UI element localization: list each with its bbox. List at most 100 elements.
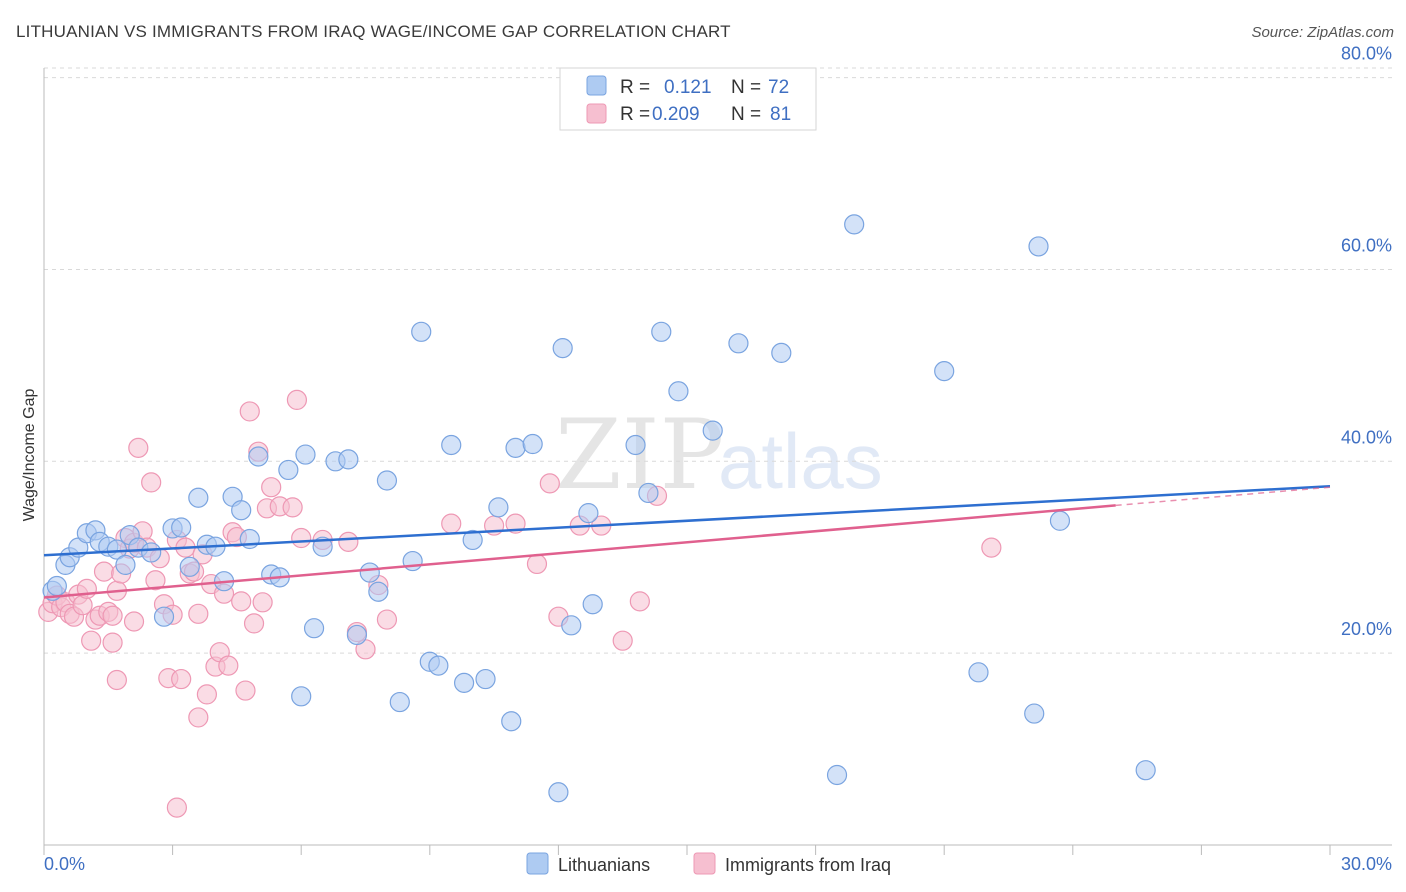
data-point <box>441 434 462 456</box>
data-point <box>505 513 526 534</box>
data-point <box>1028 236 1049 257</box>
chart-title: LITHUANIAN VS IMMIGRANTS FROM IRAQ WAGE/… <box>16 22 731 41</box>
trend-line-iraq-extension <box>1115 486 1331 507</box>
data-point <box>338 449 359 470</box>
data-point <box>462 529 483 551</box>
data-point <box>286 389 308 411</box>
data-point <box>46 575 67 597</box>
data-point <box>102 605 123 626</box>
axes <box>43 68 1392 846</box>
data-point <box>243 613 265 634</box>
top-legend: R = 0.121 N = 72 R = 0.209 N = 81 <box>559 67 817 131</box>
data-point <box>128 437 149 458</box>
data-point <box>612 630 633 651</box>
data-point <box>115 554 136 575</box>
data-point <box>188 487 209 508</box>
data-point <box>102 632 123 653</box>
data-point <box>282 497 303 518</box>
y-tick-label: 60.0% <box>1341 235 1392 255</box>
bottom-legend-iraq: Immigrants from Iraq <box>725 855 891 875</box>
data-point <box>291 686 312 707</box>
data-point <box>231 500 252 521</box>
data-point <box>826 764 848 786</box>
data-point <box>248 446 269 467</box>
y-tick-labels: 20.0% 40.0% 60.0% 80.0% <box>1341 44 1392 640</box>
data-point <box>376 470 398 491</box>
data-point <box>235 680 256 701</box>
bottom-legend-swatch-iraq <box>693 852 716 875</box>
data-point <box>389 691 410 713</box>
y-tick-label: 40.0% <box>1341 427 1392 447</box>
x-tick-label-min: 0.0% <box>44 854 85 874</box>
legend-n-label-2: N = <box>731 104 761 125</box>
legend-r-label-1: R = <box>620 77 650 98</box>
data-point <box>81 630 102 651</box>
data-point <box>561 615 582 636</box>
data-point <box>702 420 723 441</box>
data-point <box>346 624 368 646</box>
y-tick-label: 80.0% <box>1341 44 1392 64</box>
data-point <box>548 782 569 803</box>
data-point <box>239 401 260 422</box>
data-point <box>505 437 526 458</box>
data-point <box>475 668 496 690</box>
data-point <box>295 444 316 465</box>
data-point <box>312 536 333 557</box>
x-tick-label-max: 30.0% <box>1341 854 1392 874</box>
data-point <box>1135 760 1156 781</box>
data-point <box>578 502 599 524</box>
data-point <box>171 668 192 690</box>
data-point <box>402 550 423 572</box>
data-point <box>981 537 1002 558</box>
data-point <box>376 609 398 630</box>
bottom-legend: Lithuanians Immigrants from Iraq <box>526 852 891 875</box>
data-point <box>1024 703 1045 724</box>
data-point <box>166 797 187 818</box>
legend-r-value-1: 0.121 <box>664 77 712 98</box>
data-point <box>338 531 359 552</box>
data-point <box>179 556 200 577</box>
data-point <box>844 214 865 235</box>
legend-n-value-2: 81 <box>770 104 791 125</box>
data-point <box>629 591 650 612</box>
data-point <box>1049 510 1071 531</box>
data-point <box>668 381 689 402</box>
gridlines <box>44 67 1392 654</box>
data-point <box>522 433 543 455</box>
data-point <box>638 482 659 504</box>
data-point <box>153 606 175 627</box>
y-axis-title: Wage/Income Gap <box>21 389 38 522</box>
data-point <box>171 517 192 538</box>
data-point <box>261 477 282 498</box>
data-point <box>539 473 560 494</box>
data-point <box>582 594 603 615</box>
legend-swatch-blue <box>586 75 607 96</box>
data-point <box>188 707 209 728</box>
data-point <box>141 542 162 563</box>
legend-swatch-pink <box>586 103 607 124</box>
data-point <box>252 592 273 613</box>
legend-r-label-2: R = <box>620 104 650 125</box>
data-point <box>771 342 792 363</box>
data-point <box>453 672 475 693</box>
data-point <box>231 591 252 612</box>
trend-lines <box>43 484 1331 599</box>
bottom-legend-lithuanians: Lithuanians <box>558 855 650 875</box>
trend-line-iraq <box>43 504 1116 599</box>
data-point <box>934 361 955 382</box>
data-point <box>291 527 312 549</box>
data-point <box>428 655 449 676</box>
data-point <box>359 562 380 583</box>
data-point <box>106 539 127 560</box>
bottom-legend-swatch-lithuanians <box>526 852 549 875</box>
x-ticks <box>43 845 1331 855</box>
data-point <box>123 611 145 632</box>
data-point <box>303 618 325 639</box>
data-point <box>526 553 548 575</box>
trend-line-lithuanians <box>43 484 1331 557</box>
data-point <box>552 338 573 359</box>
legend-n-value-1: 72 <box>768 77 789 98</box>
watermark: ZIP atlas <box>555 399 883 511</box>
data-point <box>488 497 509 518</box>
